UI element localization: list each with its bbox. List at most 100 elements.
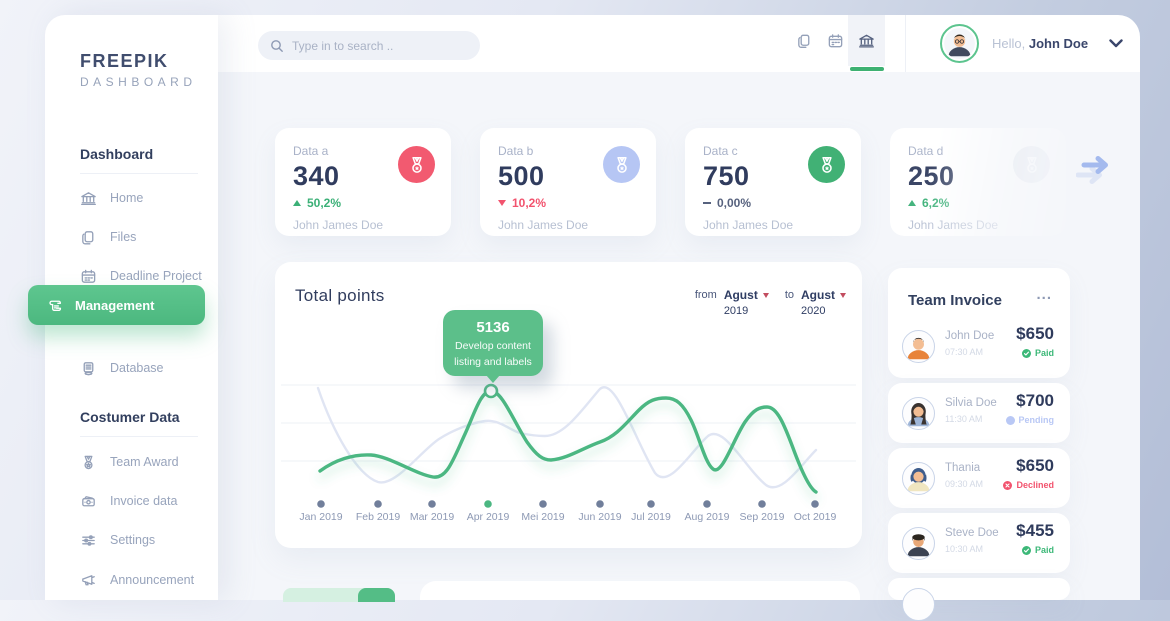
team-invoice-card: Team Invoice ... John Doe 07:30 AM $650 … xyxy=(888,268,1070,378)
team-invoice-card: Steve Doe 10:30 AM $455 Paid xyxy=(888,513,1070,573)
sidebar-item-team-award[interactable]: Team Award xyxy=(80,450,205,474)
medal-icon xyxy=(603,146,640,183)
avatar xyxy=(902,588,935,621)
arrow-right-icon xyxy=(1075,156,1108,184)
invoice-row[interactable]: Silvia Doe 11:30 AM $700 Pending xyxy=(888,383,1070,443)
range-from-month: Agust xyxy=(724,288,769,302)
ellipsis-menu[interactable]: ... xyxy=(1036,286,1052,303)
brand-logo: FREEPIK DASHBOARD xyxy=(80,51,197,89)
stat-label: Data d xyxy=(908,144,944,158)
avatar xyxy=(902,462,935,495)
chevron-down-icon xyxy=(1109,39,1123,48)
range-to-year: 2020 xyxy=(801,305,826,317)
x-axis-label: Feb 2019 xyxy=(355,511,401,523)
sidebar-item-database[interactable]: Database xyxy=(80,356,205,380)
range-to-select[interactable]: to Agust 2020 xyxy=(785,288,846,317)
sidebar-item-label: Database xyxy=(110,361,164,375)
sidebar-item-label: Files xyxy=(110,230,137,244)
user-name: John Doe xyxy=(1028,36,1089,51)
stat-card-data-c: Data c 750 0,00% John James Doe xyxy=(685,128,861,236)
trend-up-icon xyxy=(908,200,916,206)
invoice-name: John Doe xyxy=(945,330,995,342)
tooltip-text: listing and labels xyxy=(454,356,532,368)
x-axis-label: Jan 2019 xyxy=(299,511,343,523)
status-badge: Paid xyxy=(1021,348,1054,358)
stat-trend: 6,2% xyxy=(908,196,1048,210)
check-circle-icon xyxy=(1021,545,1031,555)
sidebar-item-management[interactable]: Management xyxy=(28,285,205,325)
sidebar-item-label: Deadline Project xyxy=(110,269,202,283)
medal-icon xyxy=(398,146,435,183)
trend-up-icon xyxy=(293,200,301,206)
files-icon xyxy=(797,34,809,48)
invoice-amount: $700 xyxy=(1016,391,1054,410)
stat-owner: John James Doe xyxy=(293,218,384,232)
avatar xyxy=(902,527,935,560)
home-bank-button[interactable] xyxy=(848,15,884,66)
calendar-button[interactable] xyxy=(817,15,853,66)
sidebar-item-invoice-data[interactable]: Invoice data xyxy=(80,489,205,513)
invoice-name: Silvia Doe xyxy=(945,397,997,409)
chart-title: Total points xyxy=(295,286,385,305)
status-badge: Paid xyxy=(1021,545,1054,555)
bank-icon xyxy=(81,191,96,205)
scroll-icon xyxy=(49,300,62,311)
x-circle-icon xyxy=(1003,480,1013,490)
tooltip-value: 5136 xyxy=(476,319,510,336)
invoice-time: 09:30 AM xyxy=(945,479,984,489)
invoice-row[interactable]: Steve Doe 10:30 AM $455 Paid xyxy=(888,513,1070,573)
avatar xyxy=(902,397,935,430)
range-to-month: Agust xyxy=(801,288,846,302)
medal-icon xyxy=(84,455,93,469)
invoice-name: Steve Doe xyxy=(945,527,999,539)
sidebar-item-home[interactable]: Home xyxy=(80,186,205,210)
divider xyxy=(80,173,198,174)
avatar xyxy=(902,330,935,363)
sidebar-item-deadline-project[interactable]: Deadline Project xyxy=(80,264,205,288)
invoice-time: 11:30 AM xyxy=(945,414,983,424)
stat-label: Data c xyxy=(703,144,738,158)
highlighted-point-marker xyxy=(483,383,499,399)
caret-down-icon xyxy=(762,292,769,298)
stat-label: Data a xyxy=(293,144,329,158)
stat-value: 250 xyxy=(908,161,955,191)
stat-trend: 50,2% xyxy=(293,196,433,210)
sidebar-item-files[interactable]: Files xyxy=(80,225,205,249)
sidebar-section-costumer-data: Costumer Data xyxy=(80,409,180,425)
x-axis-label: Aug 2019 xyxy=(684,511,730,523)
dot-circle-icon xyxy=(1005,415,1015,425)
invoice-row[interactable]: John Doe 07:30 AM $650 Paid xyxy=(888,316,1070,376)
x-axis-label: Sep 2019 xyxy=(739,511,785,523)
check-circle-icon xyxy=(1021,348,1031,358)
files-button[interactable] xyxy=(786,15,822,66)
stat-card-data-d: Data d 250 6,2% John James Doe xyxy=(890,128,1066,236)
next-cards-button[interactable] xyxy=(1075,150,1120,194)
team-invoice-card: Thania 09:30 AM $650 Declined xyxy=(888,448,1070,508)
trend-down-icon xyxy=(498,200,506,206)
bank-icon xyxy=(858,34,874,48)
invoice-row[interactable]: Thania 09:30 AM $650 Declined xyxy=(888,448,1070,508)
sidebar-item-label: Announcement xyxy=(110,573,195,587)
range-from-year: 2019 xyxy=(723,305,749,317)
user-menu[interactable]: Hello, John Doe xyxy=(940,24,1123,63)
x-axis-label: Mei 2019 xyxy=(521,511,565,523)
sidebar-item-announcement[interactable]: Announcement xyxy=(80,568,205,592)
stat-trend: 10,2% xyxy=(498,196,638,210)
search-input[interactable] xyxy=(292,38,452,53)
bottom-toggle-right[interactable] xyxy=(358,588,395,602)
megaphone-icon xyxy=(82,574,95,585)
avatar xyxy=(940,24,979,63)
search-bar[interactable] xyxy=(258,31,480,60)
range-from-select[interactable]: from Agust 2019 xyxy=(695,288,769,317)
status-badge: Declined xyxy=(1003,480,1054,490)
sidebar-item-label: Settings xyxy=(110,533,156,547)
caret-down-icon xyxy=(840,292,846,298)
stat-owner: John James Doe xyxy=(703,218,794,232)
team-invoice-card-partial xyxy=(888,578,1070,621)
primary-series-line xyxy=(318,389,818,494)
active-tab-background xyxy=(848,15,885,66)
sidebar-item-settings[interactable]: Settings xyxy=(80,528,205,552)
sidebar-item-label: Invoice data xyxy=(110,494,178,508)
invoice-name: Thania xyxy=(945,462,981,474)
x-axis-label: Mar 2019 xyxy=(409,511,455,523)
